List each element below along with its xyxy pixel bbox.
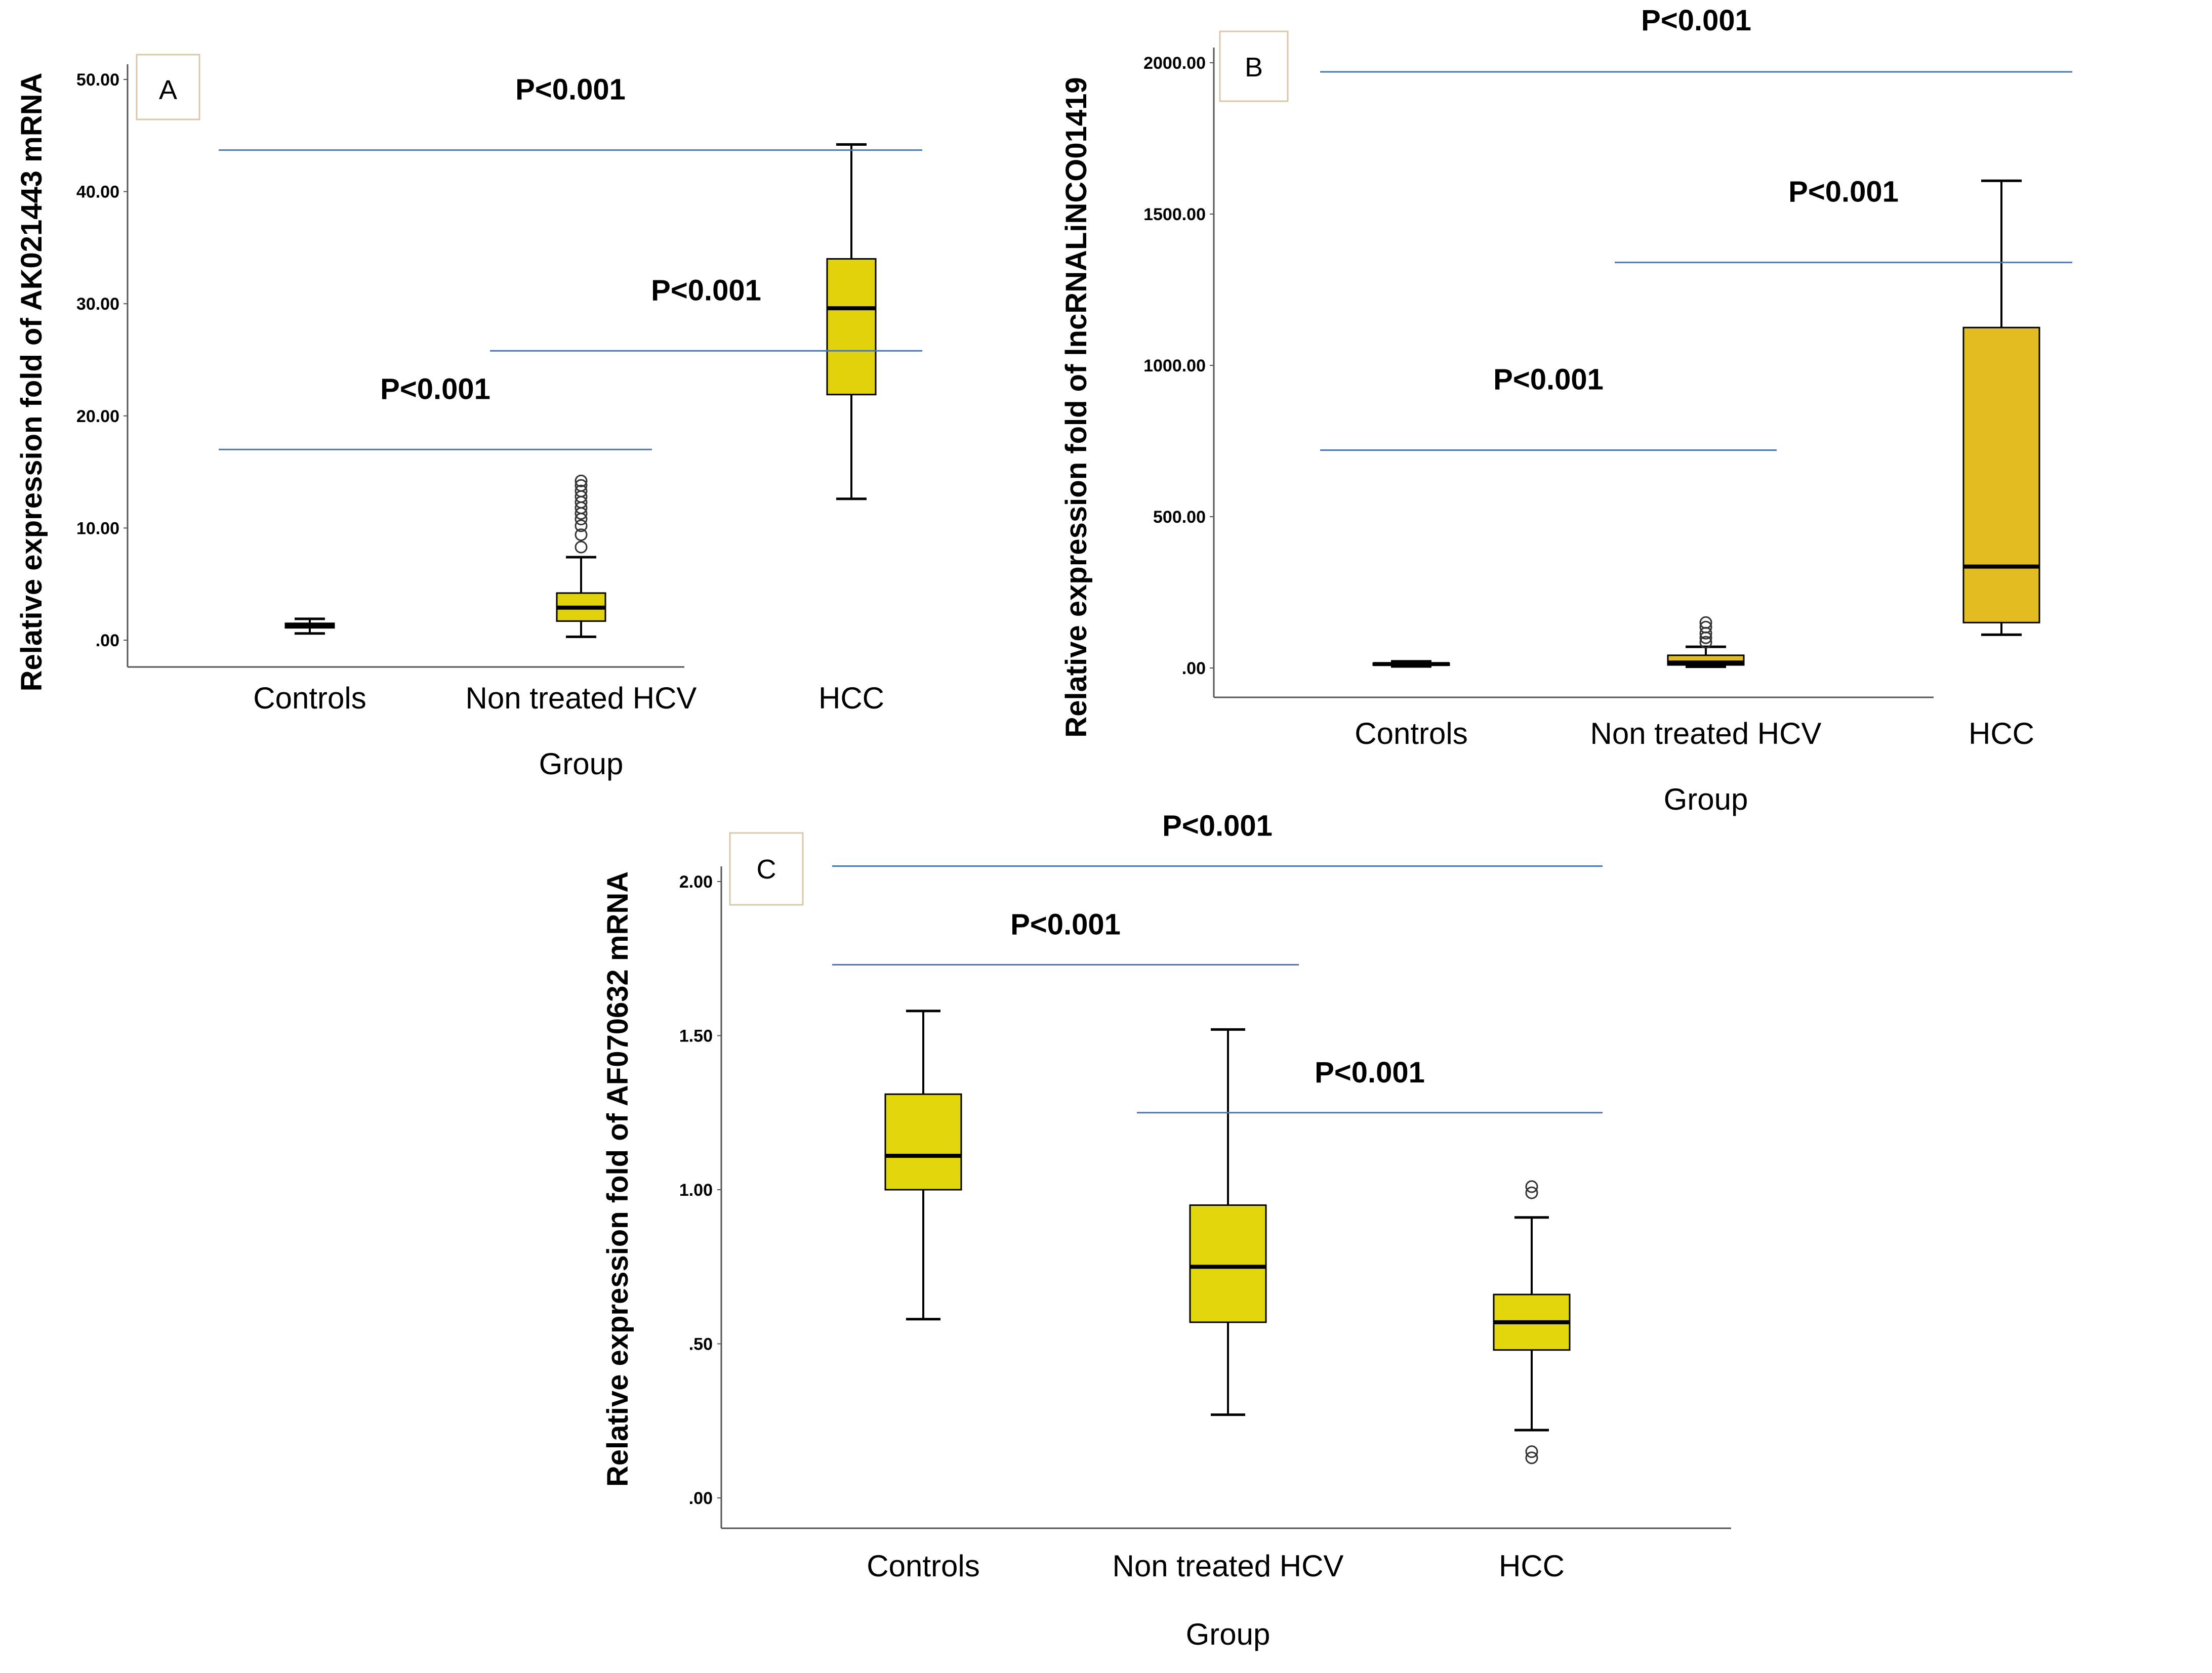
significance-label: P<0.001 xyxy=(651,274,761,307)
y-tick-label: 1500.00 xyxy=(1143,205,1206,224)
y-tick-label: 20.00 xyxy=(76,407,119,426)
y-tick-label: .00 xyxy=(96,631,119,650)
x-axis-title: Group xyxy=(1186,1617,1271,1651)
box-hcc xyxy=(1962,179,2040,636)
outlier-point xyxy=(575,540,588,554)
box-controls xyxy=(284,617,335,635)
x-tick-label: HCC xyxy=(818,681,884,715)
y-axis-title: Relative expression fold of AF070632 mRN… xyxy=(601,871,634,1487)
y-tick-label: 10.00 xyxy=(76,519,119,538)
y-tick-label: .00 xyxy=(689,1489,713,1508)
y-tick-label: 40.00 xyxy=(76,183,119,202)
panel-label: C xyxy=(757,854,776,885)
chart-panel-a: .00 10.00 20.00 30.00 40.00 50.00 Controls Non … xyxy=(15,54,922,781)
panel-label-box xyxy=(136,54,200,120)
significance-label: P<0.001 xyxy=(1493,363,1604,396)
x-tick-label: Non treated HCV xyxy=(1590,717,1822,750)
significance-label: P<0.001 xyxy=(1641,4,1751,37)
x-tick-label: Controls xyxy=(867,1549,979,1583)
x-axis-title: Group xyxy=(539,747,624,781)
outlier-point xyxy=(1699,636,1712,649)
outlier-point xyxy=(575,479,588,492)
outlier-point xyxy=(1525,1186,1538,1199)
box-hcc xyxy=(826,143,877,500)
y-axis-title: Relative expression fold of lncRNALiNCO0… xyxy=(1060,77,1093,737)
chart-panel-c: .00 .50 1.00 1.50 2.00 Controls Non treated HC… xyxy=(601,810,1731,1651)
outlier-point xyxy=(1525,1180,1538,1193)
outlier-point xyxy=(1525,1451,1538,1465)
x-tick-label: HCC xyxy=(1499,1549,1565,1583)
x-tick-label: Controls xyxy=(253,681,366,715)
x-tick-label: Non treated HCV xyxy=(1113,1549,1344,1583)
x-tick-label: Non treated HCV xyxy=(466,681,697,715)
outlier-point xyxy=(1699,620,1712,634)
outlier-point xyxy=(575,484,588,497)
box-iqr xyxy=(826,258,877,396)
outlier-point xyxy=(1699,616,1712,629)
significance-label: P<0.001 xyxy=(1162,810,1273,843)
y-tick-label: 2.00 xyxy=(679,872,713,892)
box-controls xyxy=(884,1010,962,1321)
significance-label: P<0.001 xyxy=(1788,176,1899,208)
y-axis-title: Relative expression fold of AK021443 mRN… xyxy=(15,73,48,692)
box-non-treated-hcv xyxy=(556,474,606,638)
panel-label: A xyxy=(159,75,177,105)
panel-label-box xyxy=(1219,30,1289,102)
box-iqr xyxy=(1962,326,2040,623)
significance-label: P<0.001 xyxy=(515,73,626,106)
significance-label: P<0.001 xyxy=(380,372,490,405)
y-tick-label: 50.00 xyxy=(76,70,119,90)
outlier-point xyxy=(575,528,588,541)
y-tick-label: 1000.00 xyxy=(1143,356,1206,375)
x-tick-label: HCC xyxy=(1969,717,2034,750)
chart-panel-b: .00 500.00 1000.00 1500.00 2000.00 Controls No… xyxy=(1060,4,2072,816)
x-tick-label: Controls xyxy=(1355,717,1467,750)
panel-label: B xyxy=(1245,52,1263,82)
y-tick-label: 1.50 xyxy=(679,1027,713,1046)
box-controls xyxy=(1372,660,1450,668)
y-tick-label: 30.00 xyxy=(76,295,119,314)
box-iqr xyxy=(1189,1204,1267,1323)
significance-label: P<0.001 xyxy=(1315,1056,1425,1089)
y-tick-label: 1.00 xyxy=(679,1181,713,1200)
significance-label: P<0.001 xyxy=(1010,908,1121,941)
y-tick-label: .00 xyxy=(1182,659,1206,678)
box-hcc xyxy=(1493,1180,1571,1465)
x-axis-title: Group xyxy=(1664,782,1748,816)
y-tick-label: 500.00 xyxy=(1153,508,1206,527)
outlier-point xyxy=(575,519,588,532)
y-tick-label: .50 xyxy=(689,1335,713,1354)
panel-label-box xyxy=(729,832,804,906)
outlier-point xyxy=(575,474,588,487)
outlier-point xyxy=(1525,1445,1538,1458)
box-non-treated-hcv xyxy=(1667,616,1745,668)
y-tick-label: 2000.00 xyxy=(1143,54,1206,73)
box-non-treated-hcv xyxy=(1189,1028,1267,1416)
box-iqr xyxy=(884,1093,962,1191)
